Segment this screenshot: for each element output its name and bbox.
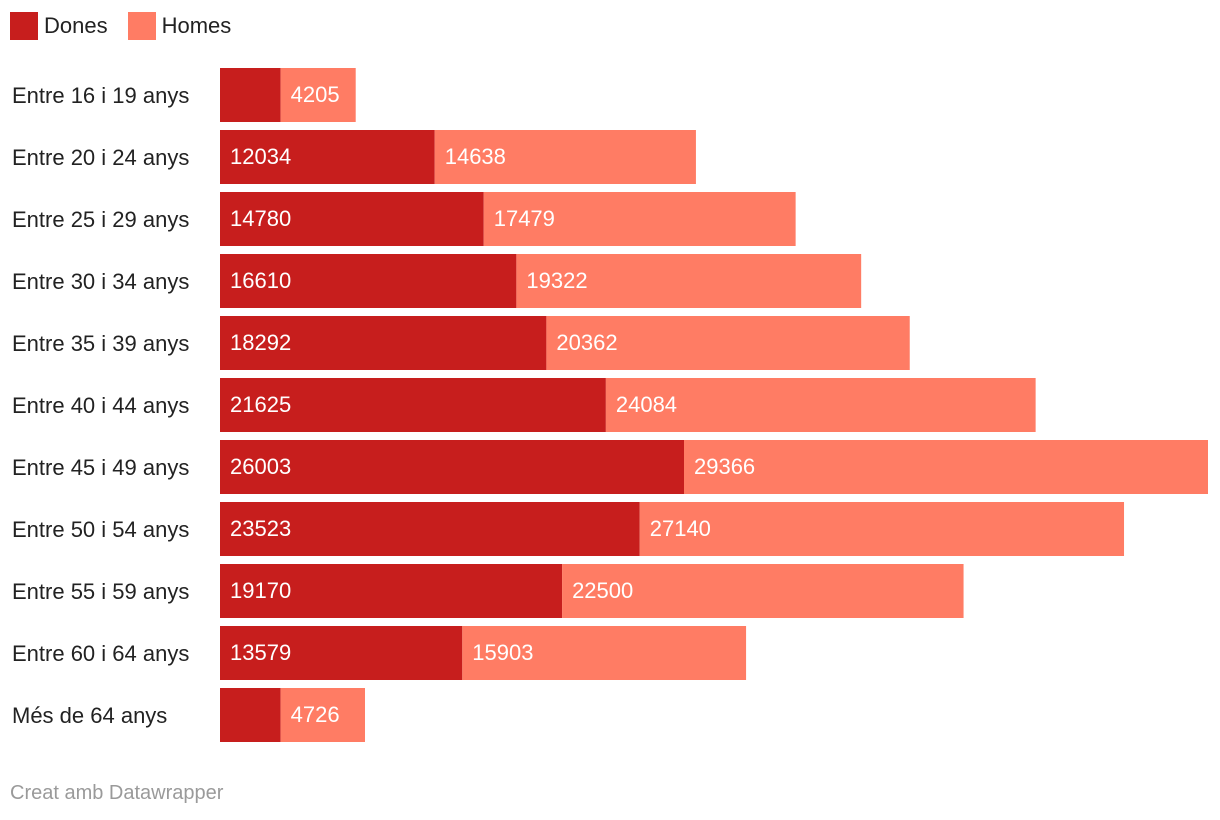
data-label-homes: 29366 xyxy=(694,454,755,479)
legend-item-homes: Homes xyxy=(127,12,232,40)
data-label-dones: 19170 xyxy=(230,578,291,603)
category-label: Entre 45 i 49 anys xyxy=(12,455,189,480)
category-label: Entre 16 i 19 anys xyxy=(12,83,189,108)
legend-swatch-dones xyxy=(10,12,38,40)
data-label-homes: 24084 xyxy=(616,392,677,417)
data-label-homes: 17479 xyxy=(494,206,555,231)
data-label-homes: 4726 xyxy=(291,702,340,727)
stacked-bar-chart: Entre 16 i 19 anys 4205 Entre 20 i 24 anys… xyxy=(12,68,1208,742)
data-label-homes: 4205 xyxy=(291,82,340,107)
bar-homes xyxy=(462,626,747,680)
legend-item-dones: Dones xyxy=(10,12,108,40)
footer-credit: Creat amb Datawrapper xyxy=(10,782,224,804)
bar-dones xyxy=(220,254,517,308)
data-label-homes: 15903 xyxy=(472,640,533,665)
bar-dones xyxy=(220,192,484,246)
legend-swatch-homes xyxy=(127,12,156,40)
bar-homes xyxy=(434,130,696,184)
bar-homes xyxy=(280,68,356,122)
data-label-homes: 22500 xyxy=(572,578,633,603)
bar-dones xyxy=(220,688,281,742)
bar-dones xyxy=(220,502,640,556)
bar-dones xyxy=(220,378,606,432)
chart-legend: Dones Homes xyxy=(10,12,251,40)
category-label: Entre 50 i 54 anys xyxy=(12,517,189,542)
category-label: Entre 30 i 34 anys xyxy=(12,269,189,294)
data-label-dones: 12034 xyxy=(230,144,291,169)
category-label: Entre 40 i 44 anys xyxy=(12,393,189,418)
bar-homes xyxy=(483,192,796,246)
data-label-dones: 18292 xyxy=(230,330,291,355)
category-label: Entre 55 i 59 anys xyxy=(12,579,189,604)
bar-homes xyxy=(639,502,1125,556)
bar-dones xyxy=(220,316,547,370)
legend-label-homes: Homes xyxy=(161,13,232,38)
data-label-homes: 19322 xyxy=(526,268,587,293)
data-label-homes: 14638 xyxy=(445,144,506,169)
data-label-dones: 14780 xyxy=(230,206,291,231)
data-label-dones: 16610 xyxy=(230,268,291,293)
bar-dones xyxy=(220,68,281,122)
bar-homes xyxy=(546,316,910,370)
bar-homes xyxy=(562,564,964,618)
data-label-homes: 20362 xyxy=(556,330,617,355)
data-label-homes: 27140 xyxy=(650,516,711,541)
data-label-dones: 13579 xyxy=(230,640,291,665)
data-label-dones: 21625 xyxy=(230,392,291,417)
bar-homes xyxy=(280,688,365,742)
bar-dones xyxy=(220,130,435,184)
bar-dones xyxy=(220,564,563,618)
data-label-dones: 26003 xyxy=(230,454,291,479)
bar-dones xyxy=(220,626,463,680)
bar-homes xyxy=(683,440,1208,494)
legend-label-dones: Dones xyxy=(44,13,108,38)
bar-homes xyxy=(516,254,862,308)
category-label: Més de 64 anys xyxy=(12,703,167,728)
data-label-dones: 23523 xyxy=(230,516,291,541)
bar-homes xyxy=(605,378,1036,432)
category-label: Entre 60 i 64 anys xyxy=(12,641,189,666)
category-label: Entre 25 i 29 anys xyxy=(12,207,189,232)
bar-dones xyxy=(220,440,684,494)
category-label: Entre 20 i 24 anys xyxy=(12,145,189,170)
category-label: Entre 35 i 39 anys xyxy=(12,331,189,356)
